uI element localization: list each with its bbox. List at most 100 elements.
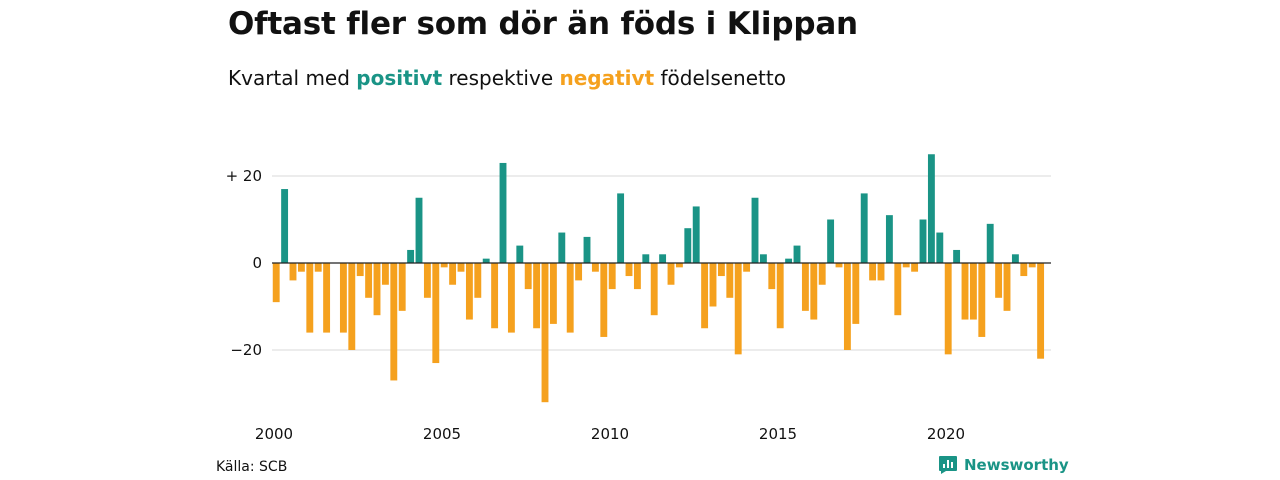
- bar: [306, 263, 314, 333]
- subtitle-text-after: födelsenetto: [660, 66, 786, 90]
- bar: [533, 263, 541, 329]
- bar: [726, 263, 734, 298]
- bar: [591, 263, 599, 272]
- axes: + 20 0 −20 2000 2005 2010 2015 2020: [226, 167, 1051, 443]
- bar: [289, 263, 297, 281]
- x-tick-label: 2010: [591, 425, 629, 443]
- bar: [877, 263, 885, 281]
- bar: [625, 263, 633, 277]
- bar: [491, 263, 499, 329]
- bar: [507, 263, 515, 333]
- bar: [465, 263, 473, 320]
- bar: [524, 263, 532, 290]
- bar: [869, 263, 877, 281]
- bar: [684, 228, 692, 263]
- bar: [759, 254, 767, 263]
- bar: [642, 254, 650, 263]
- bar: [457, 263, 465, 272]
- bar: [1028, 263, 1036, 268]
- bar: [482, 258, 490, 263]
- bar: [835, 263, 843, 268]
- y-tick-label: + 20: [226, 167, 262, 185]
- bar: [944, 263, 952, 355]
- bar: [281, 189, 289, 263]
- bar: [381, 263, 389, 285]
- bar: [860, 193, 868, 263]
- y-tick-label: 0: [252, 254, 262, 272]
- bar: [314, 263, 322, 272]
- bar: [650, 263, 658, 316]
- bar: [843, 263, 851, 350]
- bar: [617, 193, 625, 263]
- bar: [885, 215, 893, 263]
- bar: [927, 154, 935, 263]
- bars: [272, 154, 1045, 403]
- x-tick-label: 2015: [759, 425, 797, 443]
- y-tick-label: −20: [230, 341, 262, 359]
- bar: [902, 263, 910, 268]
- bar: [785, 258, 793, 263]
- bar: [995, 263, 1003, 298]
- bar: [575, 263, 583, 281]
- bar: [734, 263, 742, 355]
- bar: [1003, 263, 1011, 311]
- bar: [1020, 263, 1028, 277]
- bar: [339, 263, 347, 333]
- bar: [936, 232, 944, 263]
- bar-chart-logo-icon: [939, 456, 957, 474]
- bar: [499, 162, 507, 263]
- bar: [297, 263, 305, 272]
- bar: [818, 263, 826, 285]
- bar: [1037, 263, 1045, 359]
- bar: [440, 263, 448, 268]
- bar: [373, 263, 381, 316]
- bar: [692, 206, 700, 263]
- bar: [969, 263, 977, 320]
- bar: [801, 263, 809, 311]
- bar: [600, 263, 608, 337]
- bar: [701, 263, 709, 329]
- subtitle-positive: positivt: [356, 66, 443, 90]
- bar: [911, 263, 919, 272]
- bar: [793, 245, 801, 263]
- bar: [894, 263, 902, 316]
- bar: [432, 263, 440, 364]
- bar: [549, 263, 557, 324]
- bar: [566, 263, 574, 333]
- bar: [717, 263, 725, 277]
- bar: [776, 263, 784, 329]
- bar: [978, 263, 986, 337]
- bar: [541, 263, 549, 403]
- bar: [953, 249, 961, 263]
- chart-subtitle: Kvartal med positivt respektive negativt…: [228, 66, 786, 90]
- bar: [323, 263, 331, 333]
- bar: [423, 263, 431, 298]
- bar: [768, 263, 776, 290]
- bar: [558, 232, 566, 263]
- bar: [272, 263, 280, 303]
- bar: [583, 236, 591, 263]
- bar: [751, 197, 759, 263]
- bar: [608, 263, 616, 290]
- bar: [709, 263, 717, 307]
- source-note: Källa: SCB: [216, 459, 288, 475]
- bar: [810, 263, 818, 320]
- x-tick-label: 2020: [927, 425, 965, 443]
- bar: [852, 263, 860, 324]
- subtitle-negative: negativt: [559, 66, 655, 90]
- bar-chart: + 20 0 −20 2000 2005 2010 2015 2020: [226, 154, 1051, 443]
- bar: [398, 263, 406, 311]
- brand-name: Newsworthy: [964, 456, 1069, 474]
- bar: [390, 263, 398, 381]
- bar: [365, 263, 373, 298]
- bar: [827, 219, 835, 263]
- bar: [633, 263, 641, 290]
- chart-title: Oftast fler som dör än föds i Klippan: [228, 6, 858, 42]
- bar: [919, 219, 927, 263]
- bar: [743, 263, 751, 272]
- gridlines: [272, 175, 1051, 351]
- bar: [516, 245, 524, 263]
- bar: [415, 197, 423, 263]
- brand-logo: Newsworthy: [938, 455, 1069, 475]
- bar: [986, 223, 994, 263]
